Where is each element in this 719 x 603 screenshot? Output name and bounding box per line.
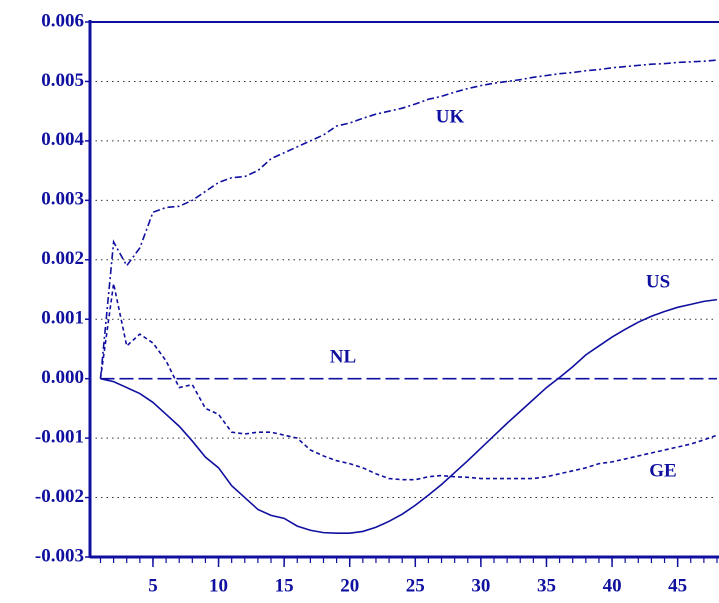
- series-label: GE: [649, 460, 676, 481]
- x-tick-label: 15: [275, 575, 294, 596]
- series-label: UK: [436, 106, 465, 127]
- y-tick-label: -0.003: [35, 545, 84, 566]
- x-tick-label: 25: [406, 575, 425, 596]
- series-line: [99, 283, 718, 481]
- y-tick-label: 0.005: [41, 70, 84, 91]
- series-line: [100, 298, 718, 535]
- series-line: [99, 59, 718, 379]
- y-tick-label: 0.003: [41, 189, 84, 210]
- series-label: NL: [330, 346, 356, 367]
- y-tick-label: 0.004: [41, 129, 84, 150]
- x-tick-label: 30: [471, 575, 490, 596]
- y-tick-label: -0.001: [35, 426, 84, 447]
- x-tick-label: 10: [209, 575, 228, 596]
- x-tick-label: 20: [340, 575, 359, 596]
- x-tick-label: 45: [668, 575, 687, 596]
- series-label: US: [646, 271, 670, 292]
- x-tick-label: 5: [148, 575, 158, 596]
- y-tick-label: 0.006: [41, 10, 84, 31]
- y-tick-label: 0.002: [41, 248, 84, 269]
- y-tick-label: -0.002: [35, 486, 84, 507]
- y-tick-label: 0.000: [41, 367, 84, 388]
- x-tick-label: 40: [603, 575, 622, 596]
- y-tick-label: 0.001: [41, 308, 84, 329]
- x-tick-label: 35: [537, 575, 556, 596]
